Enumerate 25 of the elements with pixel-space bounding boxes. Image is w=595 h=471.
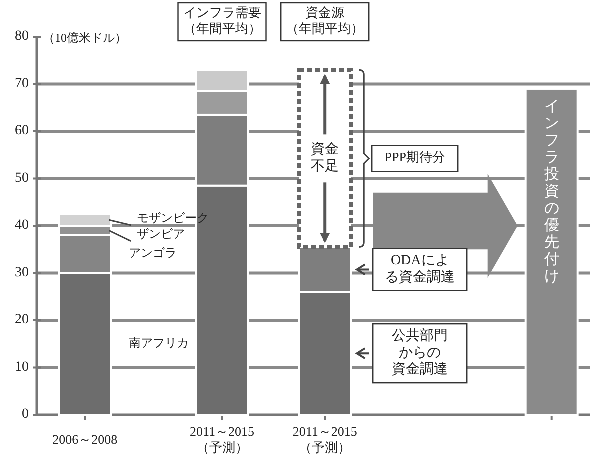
annotation: 資金源（年間平均） [280, 2, 370, 42]
series-label: 南アフリカ [129, 336, 190, 350]
series-label: アンゴラ [129, 246, 178, 260]
text: モザンビーク [137, 211, 210, 226]
x-tick-label: 2011～2015 （予測） [190, 424, 255, 455]
y-tick-label: 10 [15, 360, 29, 375]
y-tick-label: 40 [15, 218, 29, 234]
y-tick-label: 50 [15, 170, 29, 186]
text: インフラ投資の優先付け [544, 98, 560, 285]
label-box: 公共部門からの資金調達 [372, 323, 468, 384]
annotation: PPP期待分 [384, 150, 446, 165]
y-tick-label: 20 [15, 312, 29, 328]
annotation: インフラ需要（年間平均） [178, 2, 267, 42]
annotation: PPP期待分 [372, 145, 459, 172]
y-axis-title: （10億米ドル） [43, 30, 127, 45]
x-tick-label: 2006～2008 [52, 432, 118, 447]
y-tick-label: 60 [15, 124, 29, 139]
y-tick-label: 70 [15, 76, 29, 92]
y-tick-label: 80 [15, 29, 29, 44]
label-box: ODAによる資金調達 [372, 248, 468, 292]
x-tick-label: 2011～2015 （予測） [292, 424, 358, 455]
y-tick-label: 30 [15, 265, 29, 280]
text: ザンビア [137, 227, 186, 242]
series-label: 資金不足 [311, 141, 340, 174]
y-tick-label: 0 [22, 407, 29, 422]
